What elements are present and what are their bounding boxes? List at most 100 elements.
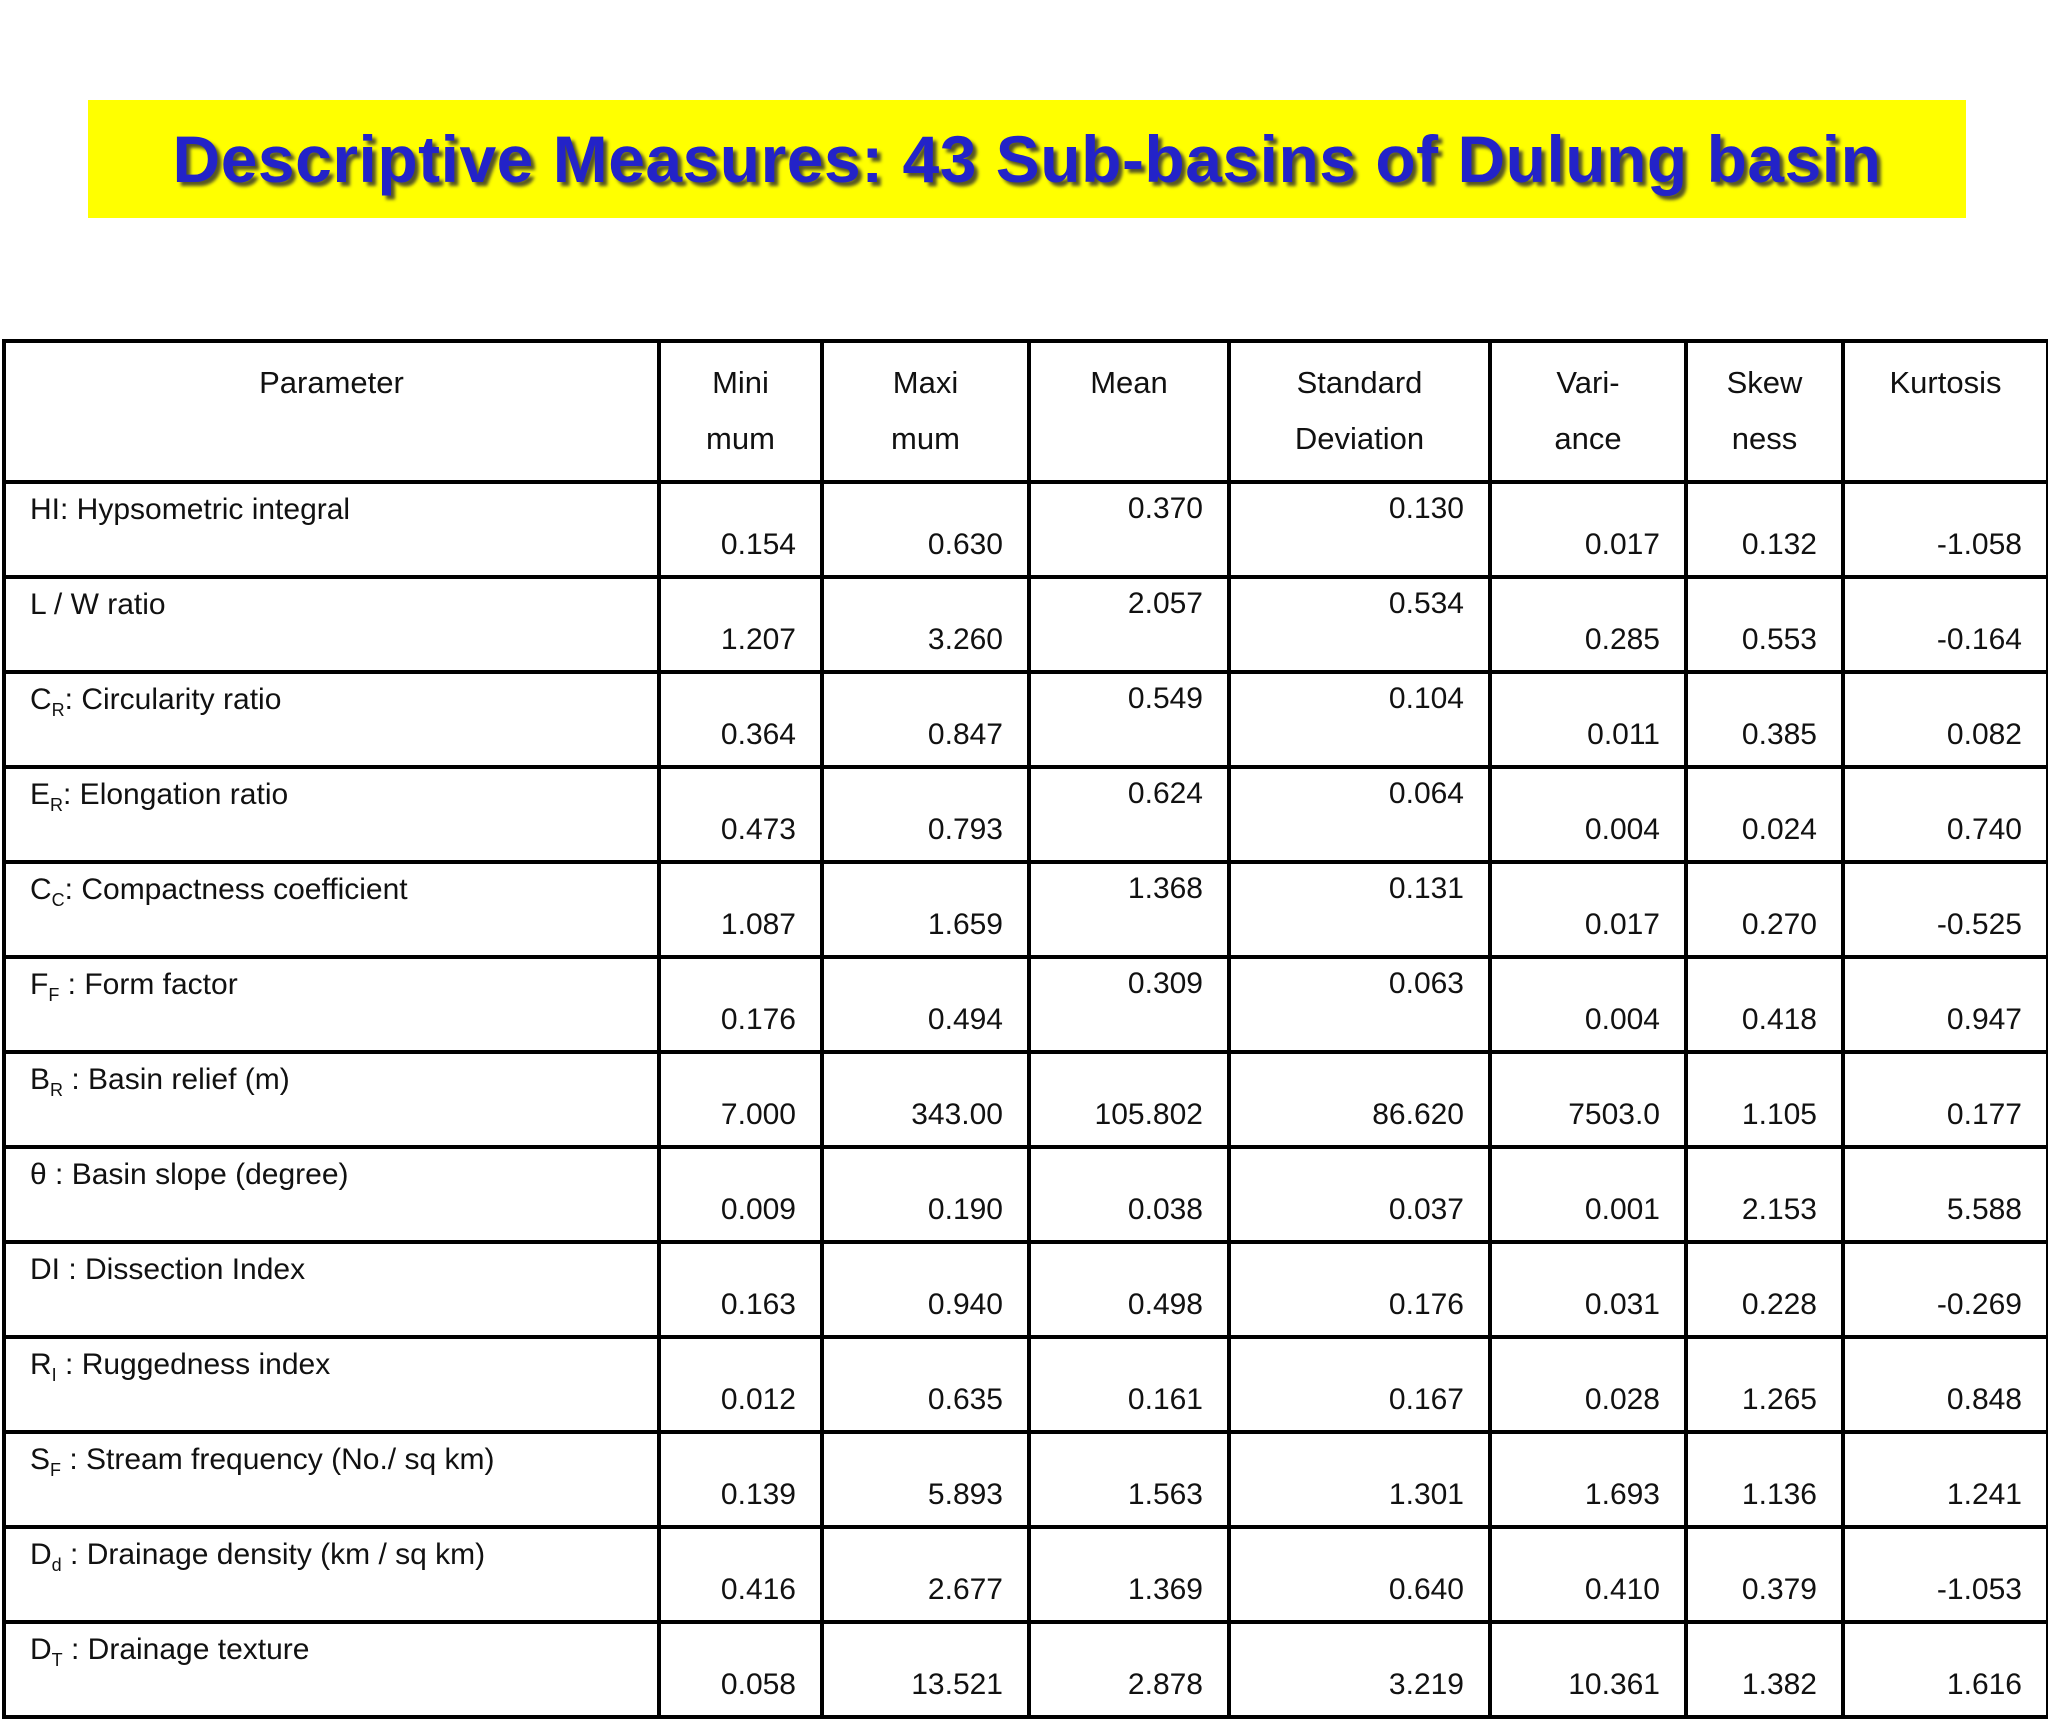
value-cell-maximum: 0.630 — [820, 480, 1031, 579]
value-cell-std-deviation: 3.219 — [1227, 1620, 1492, 1719]
param-subscript: C — [51, 890, 65, 910]
value-cell-minimum: 0.058 — [657, 1620, 824, 1719]
header-cell-skewness: Skew ness — [1684, 339, 1845, 484]
table-row: BR : Basin relief (m) 7.000 343.00 105.802 8… — [2, 1050, 2048, 1149]
value-cell-kurtosis: -0.164 — [1841, 575, 2048, 674]
value-cell-minimum: 0.009 — [657, 1145, 824, 1244]
param-subscript: F — [50, 1460, 62, 1480]
value-cell-maximum: 0.494 — [820, 955, 1031, 1054]
table-row: DI : Dissection Index 0.163 0.940 0.498 0.17… — [2, 1240, 2048, 1339]
header-line-2: mum — [891, 421, 960, 456]
param-symbol: C — [30, 873, 52, 906]
table-row: ER: Elongation ratio 0.473 0.793 0.624 0.064… — [2, 765, 2048, 864]
value-cell-std-deviation: 0.176 — [1227, 1240, 1492, 1339]
value-cell-minimum: 0.154 — [657, 480, 824, 579]
param-subscript: I — [51, 1365, 57, 1385]
value-cell-maximum: 13.521 — [820, 1620, 1031, 1719]
header-cell-maximum: Maxi mum — [820, 339, 1031, 484]
value-cell-maximum: 0.793 — [820, 765, 1031, 864]
param-description: : Circularity ratio — [64, 683, 282, 716]
param-cell: BR : Basin relief (m) — [2, 1050, 661, 1149]
value-cell-std-deviation: 0.063 — [1227, 955, 1492, 1054]
param-description: : Basin slope (degree) — [46, 1158, 349, 1191]
value-cell-std-deviation: 86.620 — [1227, 1050, 1492, 1149]
value-cell-mean: 2.878 — [1027, 1620, 1231, 1719]
value-cell-maximum: 343.00 — [820, 1050, 1031, 1149]
table-body: HI: Hypsometric integral 0.154 0.630 0.370 0… — [2, 480, 2048, 1719]
param-description: : Dissection Index — [60, 1253, 306, 1286]
value-cell-variance: 0.001 — [1488, 1145, 1688, 1244]
value-cell-minimum: 0.364 — [657, 670, 824, 769]
value-cell-mean: 105.802 — [1027, 1050, 1231, 1149]
table-row: Dd : Drainage density (km / sq km) 0.416 2… — [2, 1525, 2048, 1624]
param-subscript: R — [51, 700, 65, 720]
header-line-2: Deviation — [1294, 421, 1425, 456]
value-cell-maximum: 5.893 — [820, 1430, 1031, 1529]
value-cell-std-deviation: 0.037 — [1227, 1145, 1492, 1244]
table-row: L / W ratio 1.207 3.260 2.057 0.534 0.285 0.55… — [2, 575, 2048, 674]
param-subscript: R — [50, 1080, 64, 1100]
param-cell: DI : Dissection Index — [2, 1240, 661, 1339]
value-cell-std-deviation: 0.104 — [1227, 670, 1492, 769]
param-description: : Form factor — [59, 968, 238, 1001]
value-cell-kurtosis: -1.058 — [1841, 480, 2048, 579]
header-line-1: Vari- — [1556, 365, 1620, 400]
value-cell-kurtosis: -0.525 — [1841, 860, 2048, 959]
value-cell-maximum: 3.260 — [820, 575, 1031, 674]
param-cell: CR: Circularity ratio — [2, 670, 661, 769]
param-subscript: F — [48, 985, 60, 1005]
value-cell-skewness: 0.385 — [1684, 670, 1845, 769]
value-cell-skewness: 0.132 — [1684, 480, 1845, 579]
slide-title: Descriptive Measures: 43 Sub-basins of D… — [172, 122, 1882, 196]
param-description: : Drainage density (km / sq km) — [61, 1538, 486, 1571]
value-cell-std-deviation: 0.130 — [1227, 480, 1492, 579]
param-cell: HI: Hypsometric integral — [2, 480, 661, 579]
value-cell-skewness: 1.105 — [1684, 1050, 1845, 1149]
value-cell-skewness: 0.379 — [1684, 1525, 1845, 1624]
value-cell-std-deviation: 0.131 — [1227, 860, 1492, 959]
param-symbol: F — [30, 968, 49, 1001]
value-cell-mean: 1.368 — [1027, 860, 1231, 959]
value-cell-mean: 2.057 — [1027, 575, 1231, 674]
param-description: : Hypsometric integral — [60, 493, 351, 526]
value-cell-kurtosis: 0.740 — [1841, 765, 2048, 864]
value-cell-variance: 10.361 — [1488, 1620, 1688, 1719]
value-cell-std-deviation: 0.534 — [1227, 575, 1492, 674]
value-cell-maximum: 0.190 — [820, 1145, 1031, 1244]
value-cell-minimum: 1.207 — [657, 575, 824, 674]
param-cell: L / W ratio — [2, 575, 661, 674]
param-symbol: DI — [30, 1253, 60, 1286]
param-symbol: D — [30, 1538, 52, 1571]
header-line-1: Skew — [1726, 365, 1803, 400]
value-cell-minimum: 0.176 — [657, 955, 824, 1054]
table-row: θ : Basin slope (degree) 0.009 0.190 0.038 0… — [2, 1145, 2048, 1244]
value-cell-skewness: 0.270 — [1684, 860, 1845, 959]
header-line-1: Standard — [1296, 365, 1423, 400]
param-cell: RI : Ruggedness index — [2, 1335, 661, 1434]
value-cell-kurtosis: 1.616 — [1841, 1620, 2048, 1719]
value-cell-std-deviation: 0.167 — [1227, 1335, 1492, 1434]
param-symbol: B — [30, 1063, 51, 1096]
value-cell-mean: 0.549 — [1027, 670, 1231, 769]
param-description: : Basin relief (m) — [63, 1063, 290, 1096]
value-cell-minimum: 7.000 — [657, 1050, 824, 1149]
value-cell-mean: 1.369 — [1027, 1525, 1231, 1624]
table-row: CR: Circularity ratio 0.364 0.847 0.549 0.10… — [2, 670, 2048, 769]
value-cell-maximum: 0.635 — [820, 1335, 1031, 1434]
value-cell-maximum: 0.847 — [820, 670, 1031, 769]
param-description: : Drainage texture — [62, 1633, 310, 1666]
header-line-2: mum — [706, 421, 775, 456]
value-cell-skewness: 0.024 — [1684, 765, 1845, 864]
header-line-1: Mini — [712, 365, 769, 400]
param-description: : Compactness coefficient — [64, 873, 408, 906]
param-symbol: θ — [30, 1158, 47, 1191]
header-cell-std-deviation: Standard Deviation — [1227, 339, 1492, 484]
value-cell-minimum: 0.139 — [657, 1430, 824, 1529]
table-header-row: Parameter Mini mum Maxi mum Mean Standard Devia… — [2, 339, 2048, 484]
value-cell-mean: 0.370 — [1027, 480, 1231, 579]
param-cell: CC: Compactness coefficient — [2, 860, 661, 959]
value-cell-kurtosis: 0.848 — [1841, 1335, 2048, 1434]
param-cell: θ : Basin slope (degree) — [2, 1145, 661, 1244]
value-cell-kurtosis: 0.082 — [1841, 670, 2048, 769]
table-row: FF : Form factor 0.176 0.494 0.309 0.063 0.00… — [2, 955, 2048, 1054]
